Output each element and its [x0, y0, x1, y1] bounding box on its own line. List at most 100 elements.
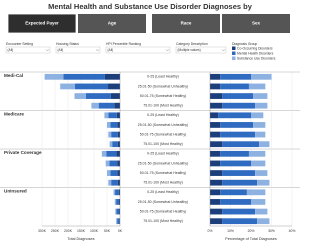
- bar-segment: [114, 102, 120, 109]
- bar-segment: [116, 112, 120, 119]
- tab[interactable]: [78, 14, 146, 33]
- bar-segment: [210, 83, 221, 90]
- row-label: 50.01-75 (Somewhat Healthy): [140, 171, 187, 175]
- bar-segment: [210, 208, 223, 215]
- legend-label: Co-Occurring Disorders: [237, 46, 273, 50]
- bar-segment: [117, 170, 120, 176]
- bar-segment: [108, 131, 112, 138]
- bar-segment: [210, 160, 221, 167]
- bar-segment: [117, 131, 120, 138]
- row-label: 0-25 (Least Healthy): [147, 190, 179, 194]
- bar-segment: [210, 122, 221, 128]
- x-axis-title: Total Diagnoses: [67, 237, 94, 241]
- row-label: 25.01-50 (Somewhat Unhealthy): [138, 123, 188, 127]
- bar-segment: [222, 93, 254, 99]
- bar-segment: [110, 122, 118, 128]
- x-tick-label: 200K: [64, 229, 73, 233]
- group-label: Private Coverage: [4, 150, 42, 155]
- filter-dropdown[interactable]: [55, 46, 101, 54]
- filter-dropdown[interactable]: [105, 46, 171, 54]
- x-tick-label: 300K: [38, 229, 47, 233]
- legend-label: Mental Health Disorders: [237, 51, 274, 55]
- bar-segment: [248, 150, 266, 157]
- filter-dropdown[interactable]: [175, 46, 227, 54]
- bar-segment: [118, 199, 120, 205]
- tab[interactable]: [7, 13, 77, 34]
- row-label: 50.01-75 (Somewhat Healthy): [140, 209, 187, 213]
- bar-segment: [116, 218, 118, 225]
- bar-segment: [253, 93, 268, 99]
- bar-segment: [210, 189, 221, 196]
- bar-segment: [220, 189, 247, 196]
- bar-segment: [210, 73, 221, 80]
- row-label: 0-25 (Least Healthy): [147, 113, 179, 117]
- row-label: 75.01-100 (Most Healthy): [143, 181, 183, 185]
- bar-segment: [210, 218, 223, 225]
- legend-swatch: [232, 56, 236, 60]
- bar-segment: [104, 112, 109, 119]
- bar-segment: [220, 83, 249, 90]
- bar-segment: [74, 93, 86, 99]
- bar-segment: [257, 179, 270, 186]
- bar-segment: [220, 73, 251, 80]
- bar-segment: [246, 189, 266, 196]
- tab[interactable]: [152, 14, 220, 33]
- bar-segment: [222, 208, 256, 215]
- bar-segment: [91, 102, 99, 109]
- row-label: 75.01-100 (Most Healthy): [143, 219, 183, 223]
- dropdown-arrow: [95, 49, 100, 52]
- x-tick-label: 50K: [104, 229, 111, 233]
- bar-segment: [117, 218, 120, 225]
- row-label: 0-25 (Least Healthy): [147, 152, 179, 156]
- bar-segment: [210, 112, 219, 119]
- legend-swatch: [232, 46, 236, 50]
- bar-segment: [109, 160, 118, 167]
- bar-segment: [108, 83, 120, 90]
- bar-segment: [109, 141, 113, 148]
- bar-segment: [210, 150, 221, 157]
- x-axis-title: Percentage of Total Diagnoses: [225, 237, 277, 241]
- bar-segment: [251, 112, 264, 119]
- x-tick-label: 40%: [289, 229, 296, 233]
- bar-segment: [110, 93, 120, 99]
- x-tick-label: 250K: [51, 229, 60, 233]
- bar-segment: [251, 160, 266, 167]
- bar-segment: [255, 102, 268, 109]
- row-label: 25.01-50 (Somewhat Unhealthy): [138, 84, 188, 88]
- bar-segment: [116, 150, 120, 157]
- bar-segment: [111, 131, 118, 138]
- bar-segment: [63, 73, 105, 80]
- bar-segment: [210, 93, 223, 99]
- bar-segment: [222, 179, 258, 186]
- bar-segment: [115, 208, 117, 215]
- bar-segment: [110, 170, 118, 176]
- dropdown-arrow: [221, 49, 226, 52]
- bar-segment: [75, 83, 109, 90]
- bar-segment: [255, 208, 268, 215]
- bar-segment: [257, 218, 270, 225]
- bar-segment: [220, 122, 254, 128]
- tab[interactable]: [222, 14, 290, 33]
- group-label: Medi-Cal: [4, 73, 23, 78]
- bar-segment: [113, 189, 116, 196]
- bar-segment: [108, 179, 112, 186]
- bar-segment: [248, 83, 266, 90]
- bar-segment: [108, 112, 117, 119]
- bar-segment: [101, 150, 107, 157]
- bar-segment: [220, 199, 251, 205]
- x-tick-label: 20%: [248, 229, 255, 233]
- bar-segment: [119, 208, 120, 215]
- row-label: 50.01-75 (Somewhat Healthy): [140, 132, 187, 136]
- bar-segment: [44, 73, 64, 80]
- bar-segment: [222, 141, 260, 148]
- bar-segment: [115, 189, 119, 196]
- bar-segment: [60, 83, 76, 90]
- bar-segment: [222, 218, 258, 225]
- row-label: 25.01-50 (Somewhat Unhealthy): [138, 200, 188, 204]
- bar-segment: [117, 141, 120, 148]
- bar-segment: [85, 93, 111, 99]
- bar-segment: [119, 218, 120, 225]
- filter-dropdown[interactable]: [5, 46, 51, 54]
- bar-segment: [107, 170, 111, 176]
- bar-segment: [104, 73, 120, 80]
